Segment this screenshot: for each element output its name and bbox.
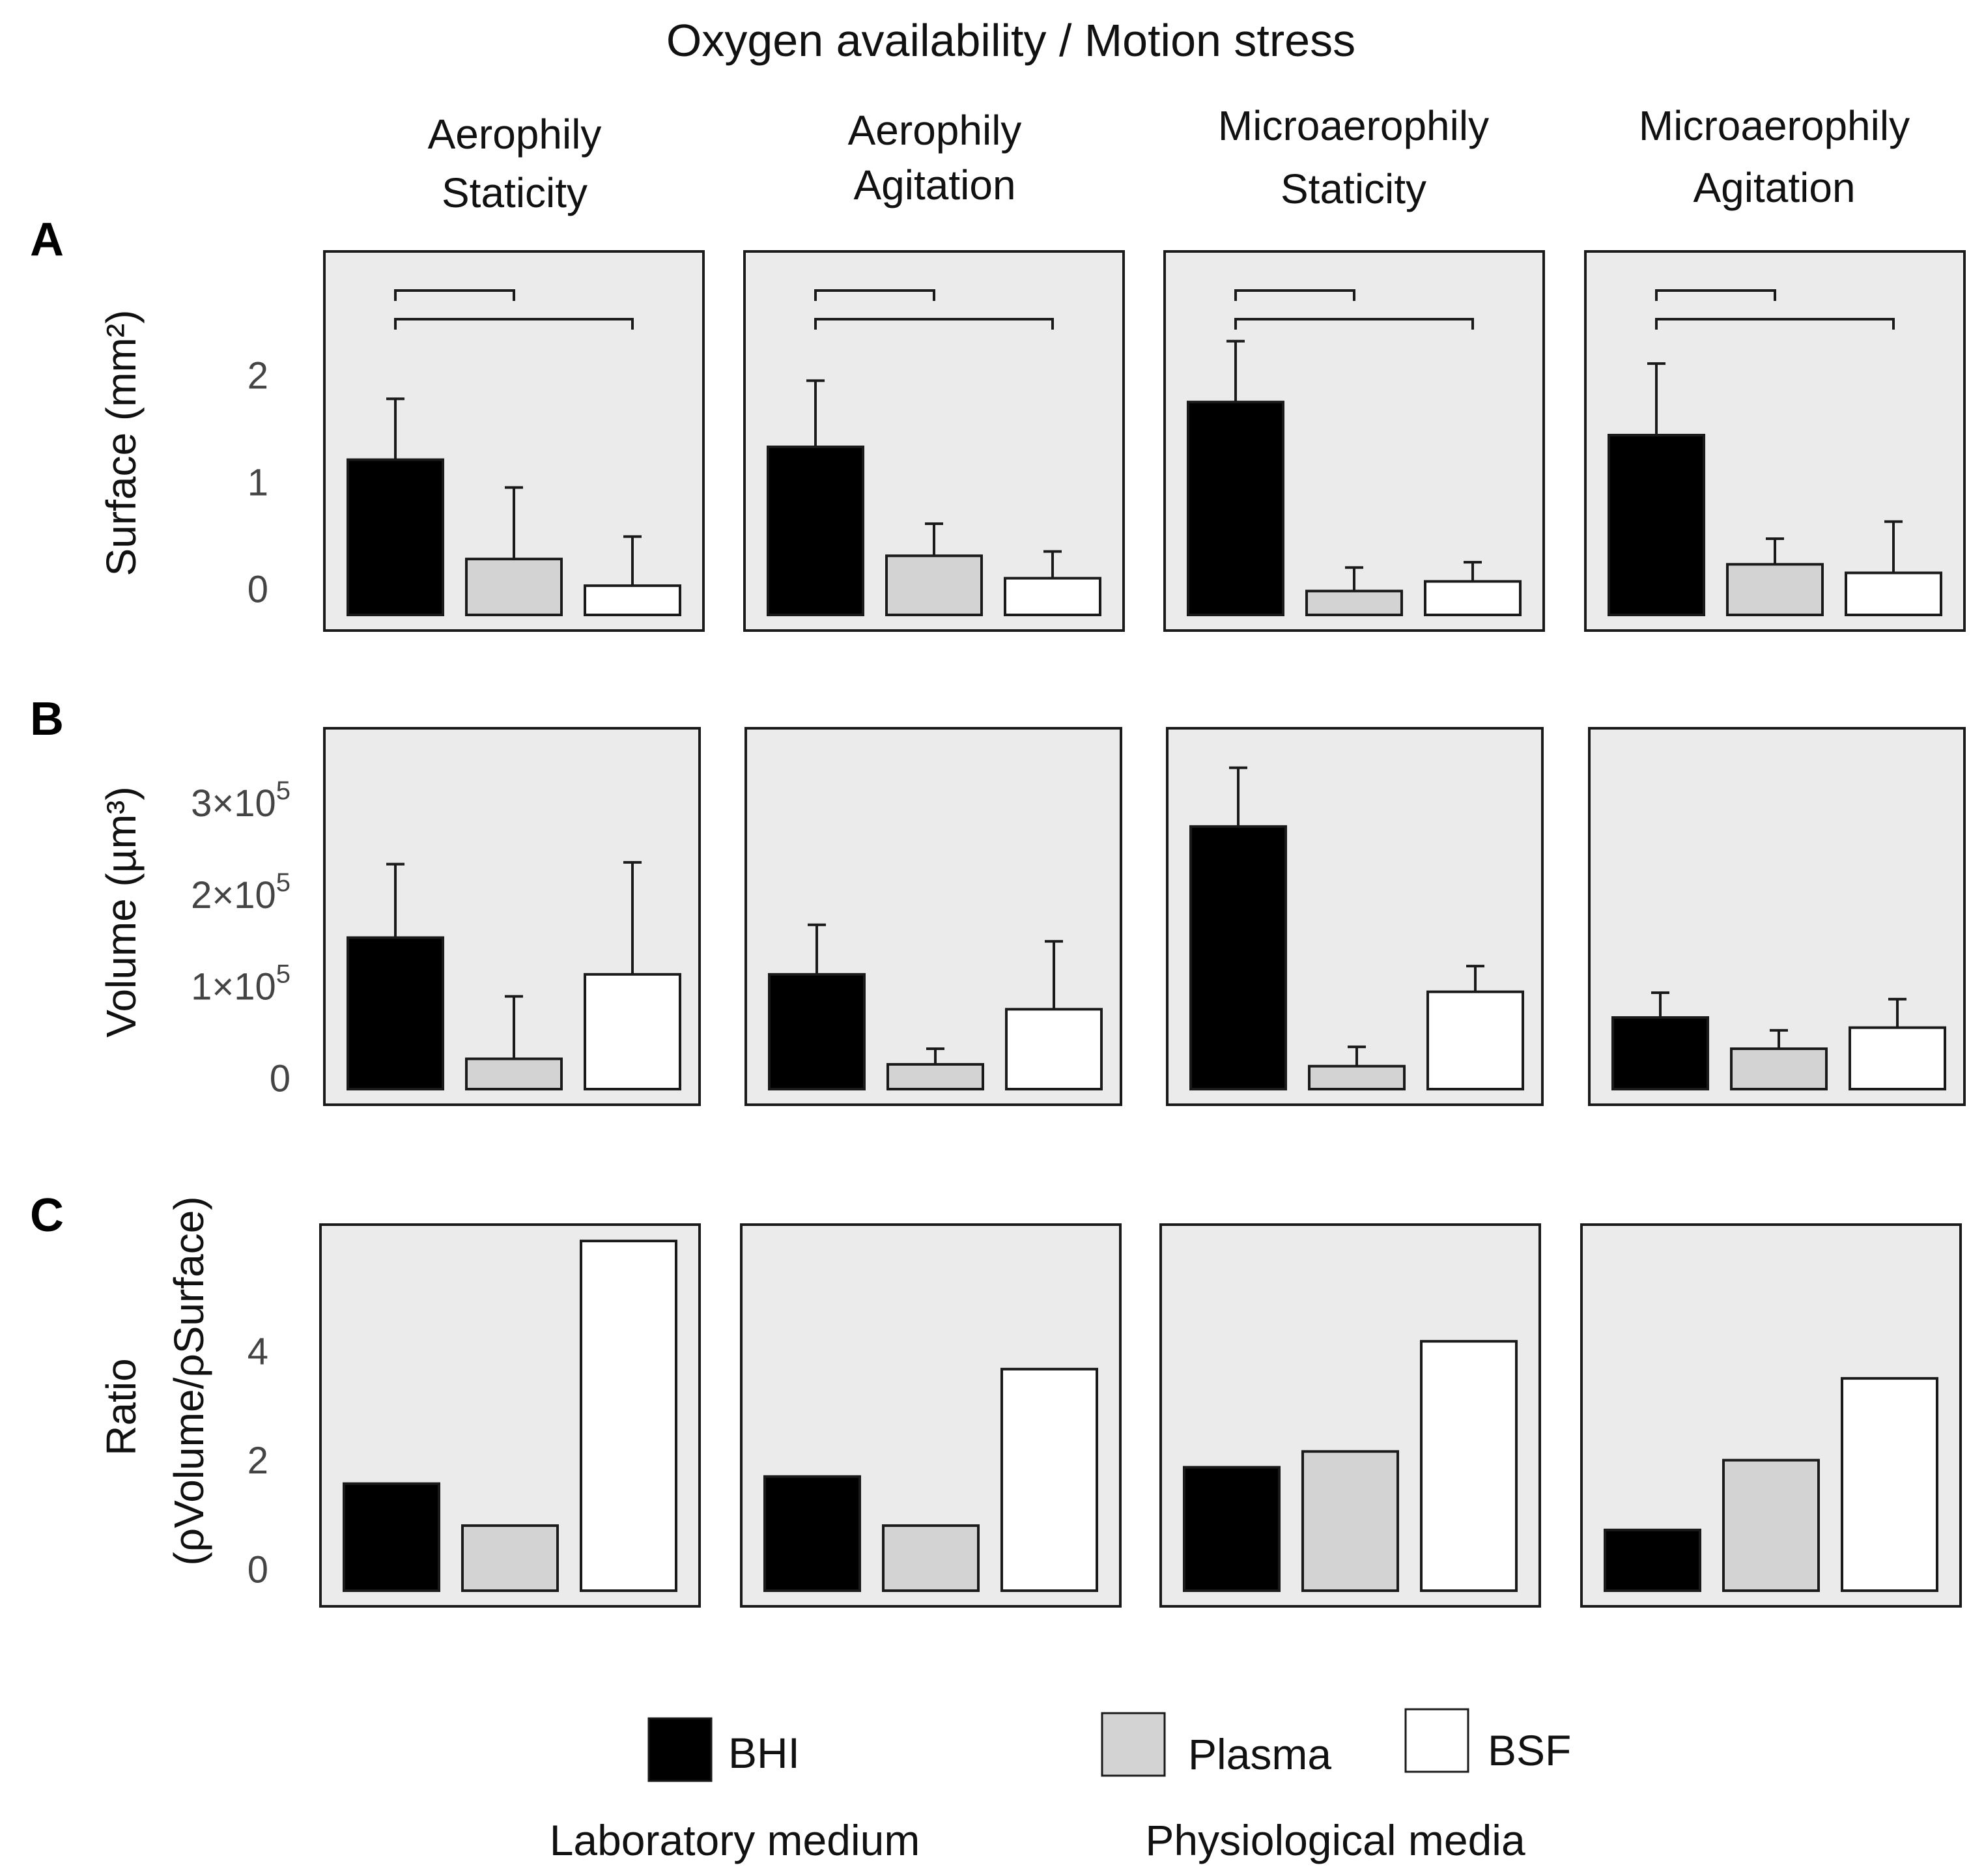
panel-b-bar-bsf bbox=[1849, 1026, 1946, 1090]
panel-c-bar-plasma bbox=[1301, 1450, 1399, 1593]
panel-a-ylabel: Surface (mm²) bbox=[98, 310, 145, 576]
figure-title: Oxygen availability / Motion stress bbox=[666, 15, 1355, 66]
panel-a-facet-3 bbox=[1163, 250, 1545, 632]
panel-letter-b: B bbox=[30, 693, 64, 745]
panel-a-bar-bsf bbox=[1424, 580, 1522, 617]
condition-header-1-line1: Aerophily bbox=[428, 111, 602, 158]
panel-a-bar-bsf bbox=[1004, 576, 1101, 616]
panel-a-significance-bracket bbox=[394, 289, 515, 301]
panel-a-facet-1 bbox=[323, 250, 705, 632]
panel-c-ytick-label: 0 bbox=[248, 1548, 268, 1591]
panel-c-bar-plasma bbox=[1722, 1458, 1820, 1593]
legend-label-bsf: BSF bbox=[1488, 1726, 1571, 1774]
panel-c-bar-bsf bbox=[1841, 1377, 1938, 1592]
panel-c-facet-1 bbox=[319, 1223, 701, 1608]
legend-swatch-plasma bbox=[1101, 1712, 1166, 1777]
panel-a-significance-bracket bbox=[1655, 289, 1776, 301]
panel-a-significance-bracket bbox=[1234, 289, 1355, 301]
panel-a-bar-bsf bbox=[584, 584, 681, 617]
condition-header-4-line2: Agitation bbox=[1693, 164, 1855, 211]
panel-a-bar-bhi bbox=[767, 446, 864, 616]
panel-b-bar-bsf bbox=[1426, 990, 1524, 1090]
panel-b-bar-plasma bbox=[1308, 1064, 1406, 1091]
panel-a-bar-bhi bbox=[347, 458, 444, 616]
panel-b-bar-bhi bbox=[347, 936, 444, 1091]
panel-b-ytick-label: 3×105 bbox=[191, 776, 291, 825]
condition-header-3-line2: Staticity bbox=[1281, 165, 1426, 212]
panel-c-ratio: 0 2 4 bbox=[248, 1223, 1962, 1608]
panel-a-significance-bracket bbox=[1234, 318, 1474, 330]
panel-b-ytick-label: 0 bbox=[270, 1058, 291, 1100]
panel-c-bar-bsf bbox=[1420, 1340, 1518, 1593]
legend-label-bhi: BHI bbox=[728, 1729, 800, 1777]
panel-c-bar-plasma bbox=[461, 1524, 559, 1592]
condition-header-4-line1: Microaerophily bbox=[1639, 102, 1910, 149]
legend-label-plasma: Plasma bbox=[1188, 1730, 1331, 1778]
condition-headers: Aerophily Staticity Aerophily Agitation … bbox=[428, 102, 1910, 216]
condition-header-3-line1: Microaerophily bbox=[1218, 102, 1489, 149]
panel-c-bar-bhi bbox=[1183, 1466, 1281, 1592]
panel-c-facet-4 bbox=[1580, 1223, 1962, 1608]
condition-header-2-line2: Agitation bbox=[853, 162, 1015, 208]
panel-a-bar-plasma bbox=[465, 558, 563, 617]
panel-b-volume: 0 1×105 2×105 3×105 bbox=[191, 727, 1966, 1106]
panel-c-ylabel-line2: (ρVolume/ρSurface) bbox=[165, 1196, 212, 1565]
panel-a-facet-4 bbox=[1584, 250, 1966, 632]
panel-a-bar-plasma bbox=[1726, 563, 1824, 616]
panel-c-bar-bsf bbox=[580, 1240, 677, 1592]
panel-a-ytick-label: 0 bbox=[248, 568, 268, 610]
panel-a-ytick-label: 1 bbox=[248, 461, 268, 504]
panel-a-bar-plasma bbox=[885, 554, 983, 617]
panel-c-ytick-label: 2 bbox=[248, 1440, 268, 1482]
panel-b-facet-1 bbox=[323, 727, 701, 1106]
panel-b-bar-plasma bbox=[886, 1062, 984, 1090]
panel-a-bar-bhi bbox=[1187, 401, 1284, 617]
panel-a-facet-2 bbox=[743, 250, 1125, 632]
panel-b-bar-bhi bbox=[1611, 1016, 1709, 1090]
panel-a-significance-bracket bbox=[394, 318, 634, 330]
condition-header-2-line1: Aerophily bbox=[848, 107, 1022, 154]
panel-a-bar-bhi bbox=[1608, 433, 1705, 616]
panel-b-facet-4 bbox=[1588, 727, 1966, 1106]
panel-c-bar-bhi bbox=[763, 1475, 861, 1593]
panel-c-bar-bhi bbox=[343, 1482, 440, 1592]
panel-a-significance-bracket bbox=[814, 318, 1054, 330]
panel-c-ylabel-line1: Ratio bbox=[98, 1358, 145, 1455]
panel-c-ytick-label: 4 bbox=[248, 1331, 268, 1373]
panel-letter-c: C bbox=[30, 1189, 64, 1242]
panel-letter-a: A bbox=[30, 214, 64, 266]
panel-b-facet-3 bbox=[1166, 727, 1544, 1106]
panel-c-bar-plasma bbox=[882, 1524, 980, 1592]
legend-group-physiological: Physiological media bbox=[1145, 1816, 1525, 1864]
panel-b-bar-bhi bbox=[768, 973, 866, 1090]
panel-a-bar-bsf bbox=[1845, 571, 1942, 616]
panel-b-ytick-label: 2×105 bbox=[191, 868, 291, 917]
legend-swatch-bhi bbox=[647, 1717, 713, 1782]
panel-c-facet-2 bbox=[740, 1223, 1122, 1608]
panel-a-ytick-label: 2 bbox=[248, 355, 268, 397]
panel-b-ytick-label: 1×105 bbox=[191, 960, 291, 1008]
panel-b-ylabel: Volume (µm³) bbox=[98, 786, 145, 1037]
panel-c-bar-bsf bbox=[1000, 1367, 1098, 1592]
panel-a-surface: 0 1 2 bbox=[248, 250, 1966, 632]
panel-b-bar-plasma bbox=[1730, 1047, 1828, 1091]
panel-c-facet-3 bbox=[1159, 1223, 1541, 1608]
panel-a-significance-bracket bbox=[1655, 318, 1895, 330]
panel-a-significance-bracket bbox=[814, 289, 935, 301]
condition-header-1-line2: Staticity bbox=[442, 169, 588, 216]
panel-b-bar-plasma bbox=[465, 1057, 563, 1091]
panel-c-bar-bhi bbox=[1604, 1528, 1701, 1593]
panel-a-bar-plasma bbox=[1305, 590, 1403, 616]
panel-b-bar-bsf bbox=[584, 973, 681, 1090]
panel-b-bar-bhi bbox=[1189, 825, 1287, 1090]
legend-group-laboratory: Laboratory medium bbox=[550, 1816, 920, 1864]
panel-b-bar-bsf bbox=[1005, 1008, 1103, 1091]
legend-swatch-bsf bbox=[1404, 1708, 1469, 1773]
panel-b-facet-2 bbox=[744, 727, 1122, 1106]
legend: BHI Plasma BSF Laboratory medium Physiol… bbox=[550, 1708, 1571, 1864]
